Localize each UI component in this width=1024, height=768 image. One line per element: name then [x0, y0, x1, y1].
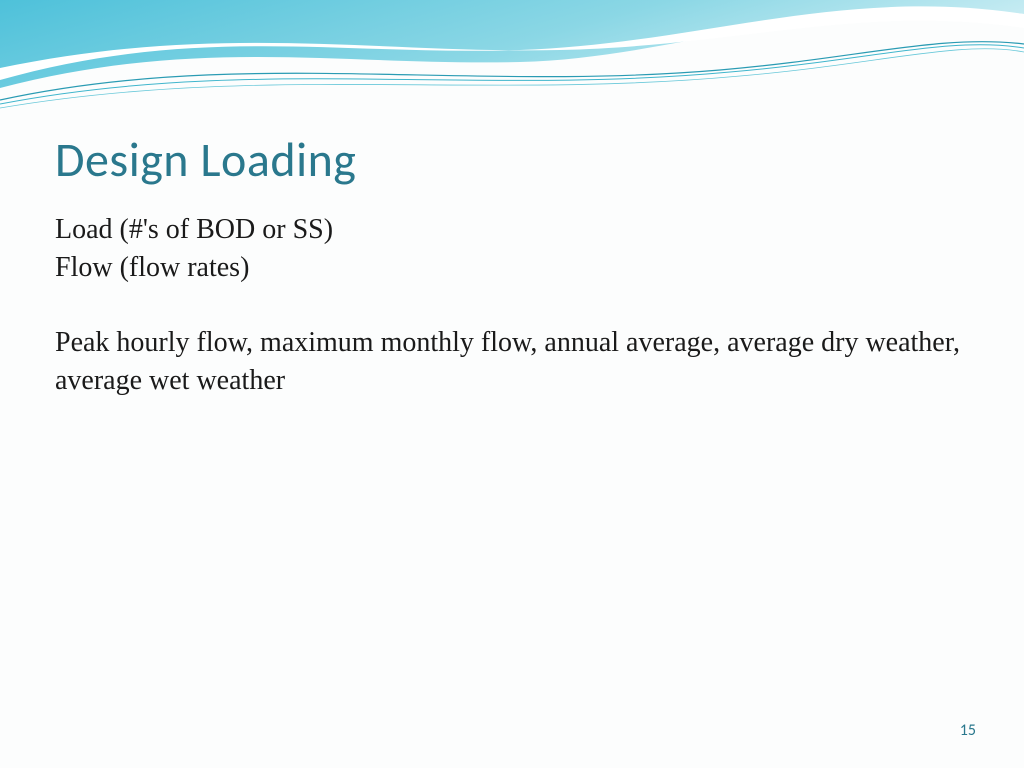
slide-body: Load (#'s of BOD or SS) Flow (flow rates…	[55, 211, 969, 400]
body-line-2: Flow (flow rates)	[55, 249, 969, 287]
body-line-3: Peak hourly flow, maximum monthly flow, …	[55, 324, 969, 400]
body-line-1: Load (#'s of BOD or SS)	[55, 211, 969, 249]
slide-content: Design Loading Load (#'s of BOD or SS) F…	[0, 0, 1024, 400]
slide-title: Design Loading	[55, 130, 969, 189]
page-number: 15	[960, 721, 976, 740]
blank-line	[55, 287, 969, 325]
